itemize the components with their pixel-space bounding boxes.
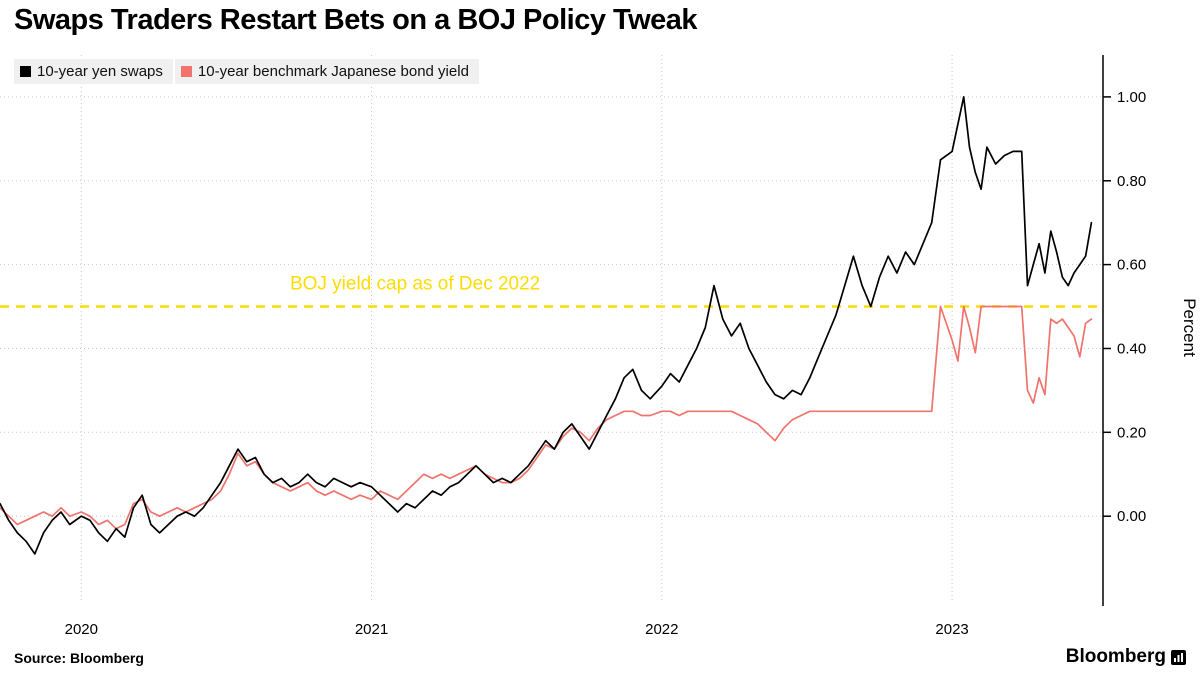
source-credit: Source: Bloomberg (14, 650, 144, 666)
x-tick-label: 2022 (645, 621, 678, 638)
y-tick-label: 1.00 (1117, 89, 1146, 106)
jgb-series-swatch (180, 66, 192, 77)
legend-item-swaps: 10-year yen swaps (14, 59, 173, 84)
x-tick-label: 2020 (65, 621, 98, 638)
series-line-10-year-benchmark-japanese-bond-yield (0, 305, 1093, 530)
bloomberg-wordmark: Bloomberg (1065, 646, 1166, 667)
chart-title: Swaps Traders Restart Bets on a BOJ Poli… (14, 4, 698, 36)
bloomberg-logo: Bloomberg (1066, 646, 1186, 668)
y-tick-label: 0.20 (1117, 424, 1146, 441)
x-tick-label: 2021 (355, 621, 388, 638)
legend-label-jgb-yield: 10-year benchmark Japanese bond yield (197, 63, 469, 80)
y-tick-label: 0.60 (1117, 257, 1146, 274)
legend-label-swaps: 10-year yen swaps (37, 63, 163, 80)
x-tick-label: 2023 (935, 621, 968, 638)
legend-item-jgb-yield: 10-year benchmark Japanese bond yield (174, 59, 479, 84)
series-line-10-year-yen-swaps (0, 96, 1093, 555)
y-tick-label: 0.80 (1117, 173, 1146, 190)
bloomberg-chart-icon (1171, 649, 1186, 665)
legend: 10-year yen swaps 10-year benchmark Japa… (14, 59, 479, 84)
boj-yield-cap-label: BOJ yield cap as of Dec 2022 (290, 274, 540, 295)
y-tick-label: 0.40 (1117, 341, 1146, 358)
y-axis-title: Percent (1180, 298, 1199, 357)
chart-canvas: BOJ yield cap as of Dec 2022 0.00 0.20 0.40… (0, 55, 1199, 638)
y-tick-label: 0.00 (1117, 508, 1146, 525)
swaps-series-swatch (20, 66, 31, 77)
